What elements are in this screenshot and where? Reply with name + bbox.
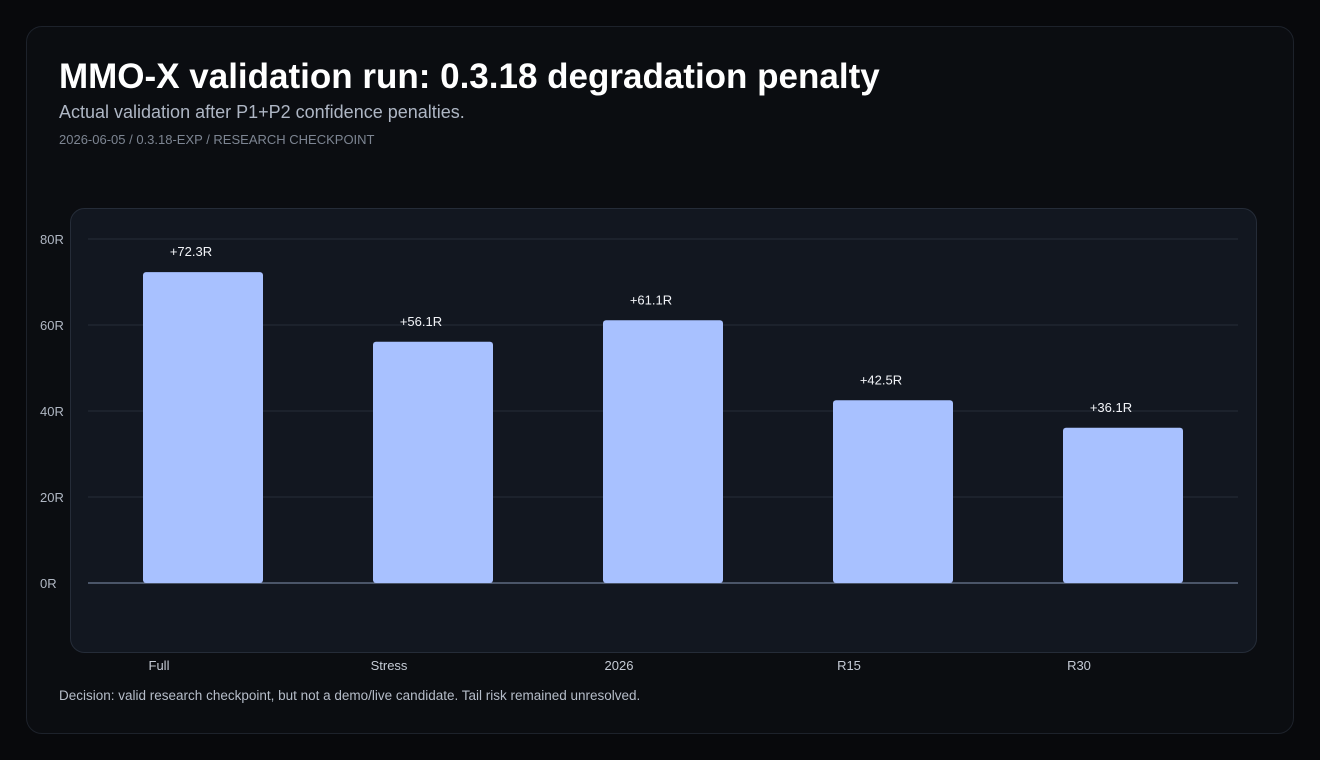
bar [833, 400, 953, 583]
data-label: +72.3R [170, 244, 212, 259]
y-tick-label: 80R [40, 232, 64, 247]
chart-subtitle: Actual validation after P1+P2 confidence… [59, 102, 465, 122]
x-tick-label: R30 [1067, 658, 1091, 673]
decision-note: Decision: valid research checkpoint, but… [59, 688, 641, 703]
x-tick-label: 2026 [605, 658, 634, 673]
x-tick-label: R15 [837, 658, 861, 673]
x-tick-label: Stress [371, 658, 408, 673]
y-tick-label: 60R [40, 318, 64, 333]
bar [143, 272, 263, 583]
chart-title: MMO-X validation run: 0.3.18 degradation… [59, 57, 880, 96]
data-label: +36.1R [1090, 400, 1132, 415]
y-tick-label: 20R [40, 490, 64, 505]
bar [373, 341, 493, 583]
bar [603, 320, 723, 583]
data-label: +42.5R [860, 372, 902, 387]
x-tick-label: Full [149, 658, 170, 673]
bar [1063, 427, 1183, 583]
run-meta: 2026-06-05 / 0.3.18-EXP / RESEARCH CHECK… [59, 132, 375, 147]
y-tick-label: 40R [40, 404, 64, 419]
data-label: +56.1R [400, 314, 442, 329]
y-tick-label: 0R [40, 576, 57, 591]
data-label: +61.1R [630, 292, 672, 307]
